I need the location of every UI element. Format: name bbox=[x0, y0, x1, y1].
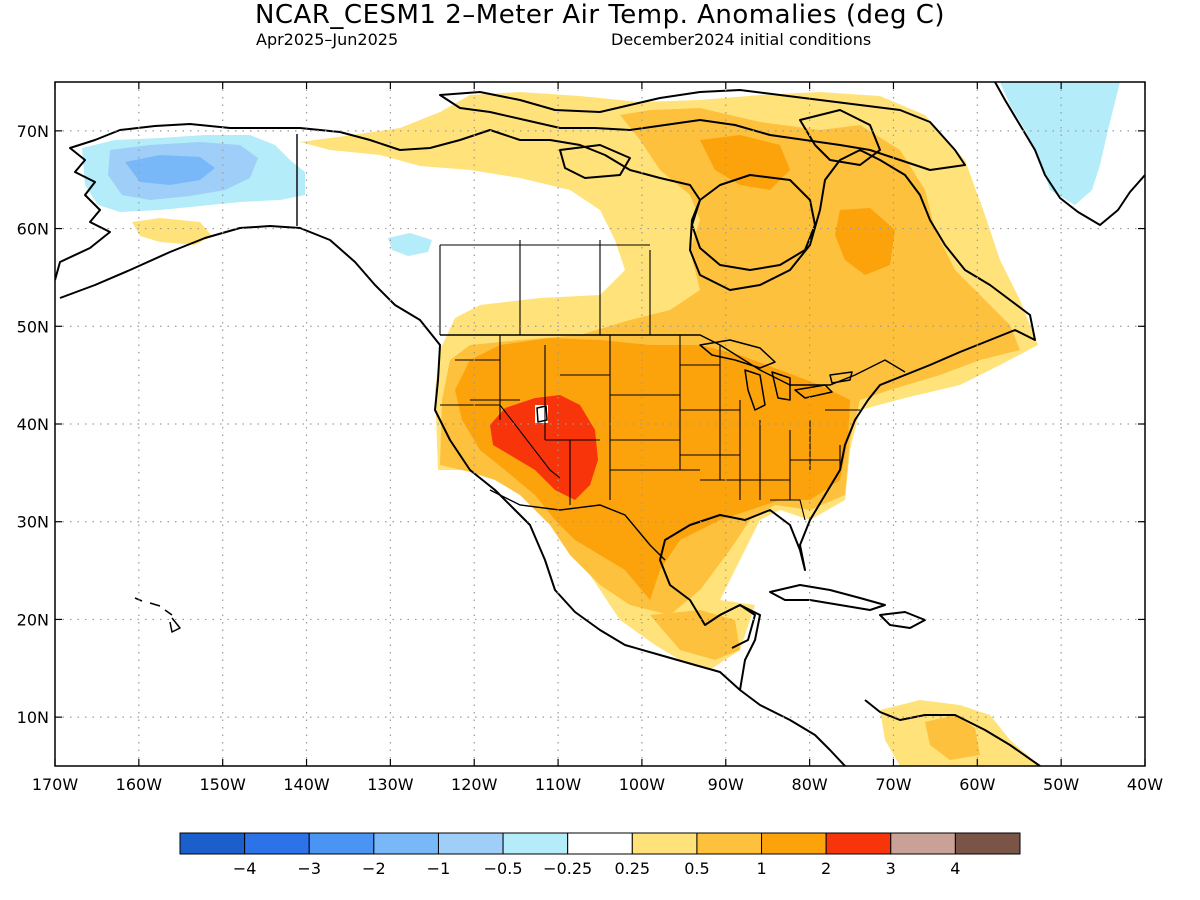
us-mexico-border bbox=[489, 489, 666, 561]
colorbar-swatch bbox=[825, 832, 892, 855]
warm-anomaly-0.5-1-baja bbox=[650, 610, 740, 660]
lon-label: 70W bbox=[875, 775, 911, 794]
warm-anomaly-1-2 bbox=[455, 338, 850, 600]
greenland-coastline bbox=[994, 82, 1145, 226]
lon-label: 130W bbox=[367, 775, 414, 794]
victoria-island bbox=[559, 144, 631, 179]
canada-province-borders bbox=[439, 240, 651, 335]
colorbar-label: 3 bbox=[886, 859, 896, 878]
lat-label: 30N bbox=[17, 513, 49, 532]
colorbar-swatch bbox=[244, 832, 310, 855]
warm-anomaly-1-2-labrador bbox=[835, 208, 895, 275]
us-canada-border bbox=[440, 334, 906, 386]
colorbar-label: −1 bbox=[427, 859, 451, 878]
map-plot-area bbox=[55, 82, 1145, 766]
colorbar-label: 1 bbox=[756, 859, 766, 878]
lon-label: 100W bbox=[619, 775, 666, 794]
hispaniola-coastline bbox=[879, 611, 926, 629]
lat-label: 40N bbox=[17, 415, 49, 434]
lon-label: 50W bbox=[1043, 775, 1079, 794]
yucatan-outline bbox=[719, 604, 756, 649]
colorbar-label: −0.25 bbox=[543, 859, 592, 878]
valid-period: Apr2025–Jun2025 bbox=[256, 30, 399, 49]
colorbar-label: 0.5 bbox=[684, 859, 709, 878]
longitude-labels: 170W 160W 150W 140W 130W 120W 110W 100W 90W 80W 70… bbox=[32, 775, 1163, 794]
graticule bbox=[54, 82, 1146, 766]
yukon-cool-anomaly bbox=[388, 233, 432, 256]
anomaly-shading bbox=[82, 82, 1120, 766]
lon-label: 40W bbox=[1127, 775, 1163, 794]
colorbar-label: −0.5 bbox=[484, 859, 523, 878]
lon-label: 140W bbox=[283, 775, 330, 794]
colorbar-swatch bbox=[308, 832, 375, 855]
colorbar-labels: −4 −3 −2 −1 −0.5 −0.25 0.25 0.5 1 2 3 4 bbox=[233, 859, 961, 878]
lat-label: 60N bbox=[17, 220, 49, 239]
lat-label: 20N bbox=[17, 610, 49, 629]
colorbar-label: 2 bbox=[821, 859, 831, 878]
hawaii-islands bbox=[134, 597, 181, 633]
colorbar-label: 0.25 bbox=[614, 859, 650, 878]
colorbar-swatch bbox=[437, 832, 504, 855]
warm-anomaly-0.5-1-carib bbox=[925, 715, 980, 760]
colorbar-swatch bbox=[696, 832, 763, 855]
colorbar-label: −2 bbox=[362, 859, 386, 878]
arctic-islands bbox=[439, 89, 966, 171]
map-frame bbox=[54, 81, 1146, 767]
map-title: NCAR_CESM1 2–Meter Air Temp. Anomalies (… bbox=[254, 0, 946, 30]
lon-label: 90W bbox=[708, 775, 744, 794]
lon-label: 160W bbox=[116, 775, 163, 794]
baffin-island bbox=[799, 109, 881, 166]
lon-label: 150W bbox=[200, 775, 247, 794]
lon-label: 120W bbox=[451, 775, 498, 794]
hudson-bay-coastline bbox=[691, 174, 816, 271]
greenland-cool-anomaly bbox=[1000, 82, 1120, 205]
colorbar-swatch bbox=[373, 832, 439, 855]
colorbar-label: −3 bbox=[297, 859, 321, 878]
coastlines bbox=[55, 82, 1145, 766]
lon-label: 60W bbox=[959, 775, 995, 794]
lon-label: 110W bbox=[535, 775, 582, 794]
lon-label: 80W bbox=[792, 775, 828, 794]
lat-label: 10N bbox=[17, 708, 49, 727]
colorbar bbox=[179, 832, 1021, 855]
alaska-cool-anomaly-peak bbox=[125, 155, 215, 185]
colorbar-swatch bbox=[631, 832, 698, 855]
warm-anomaly-2-3 bbox=[490, 395, 598, 500]
colorbar-swatch bbox=[502, 832, 569, 855]
great-lakes bbox=[699, 339, 853, 411]
great-salt-lake bbox=[536, 405, 548, 423]
cuba-coastline bbox=[769, 584, 886, 611]
initial-conditions: December2024 initial conditions bbox=[611, 30, 872, 49]
political-borders bbox=[296, 134, 906, 561]
colorbar-label: 4 bbox=[950, 859, 960, 878]
lat-label: 70N bbox=[17, 122, 49, 141]
lat-label: 50N bbox=[17, 317, 49, 336]
colorbar-swatch bbox=[761, 832, 827, 855]
colorbar-swatch bbox=[567, 832, 633, 855]
colorbar-label: −4 bbox=[233, 859, 257, 878]
warm-anomaly-0.25-0.5-arctic bbox=[132, 218, 212, 245]
colorbar-swatch bbox=[890, 832, 956, 855]
colorbar-swatch bbox=[179, 832, 246, 855]
lon-label: 170W bbox=[32, 775, 79, 794]
us-state-borders bbox=[440, 335, 860, 521]
north-america-coastline bbox=[55, 123, 1041, 766]
colorbar-swatch bbox=[954, 832, 1021, 855]
latitude-labels: 10N 20N 30N 40N 50N 60N 70N bbox=[17, 122, 49, 727]
